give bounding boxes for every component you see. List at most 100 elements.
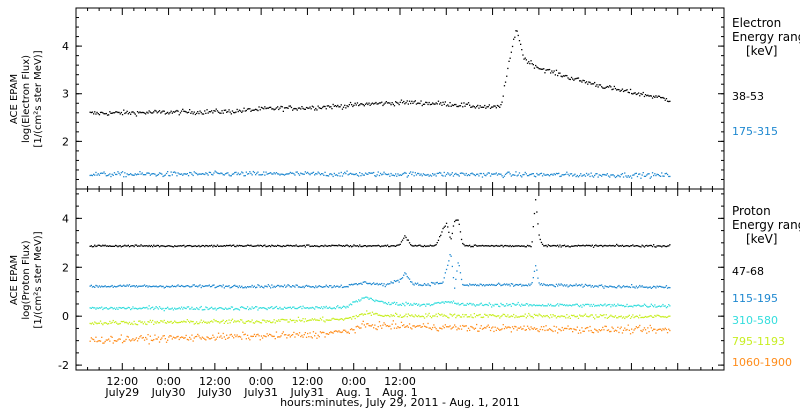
data-point: [260, 285, 263, 287]
data-point: [95, 113, 97, 115]
data-point: [537, 277, 539, 279]
data-point: [648, 306, 650, 308]
data-point: [271, 335, 273, 337]
data-point: [516, 175, 518, 177]
data-point: [252, 335, 254, 337]
data-point: [407, 302, 409, 304]
data-point: [95, 171, 97, 174]
data-point: [239, 336, 242, 338]
data-point: [301, 245, 303, 247]
data-point: [655, 332, 657, 334]
data-point: [458, 223, 460, 225]
data-point: [369, 172, 371, 174]
data-point: [421, 326, 423, 328]
data-point: [447, 264, 449, 266]
data-point: [136, 245, 139, 247]
x-tick-time: 12:00: [292, 375, 324, 388]
data-point: [436, 329, 438, 332]
data-point: [271, 173, 273, 175]
data-point: [230, 286, 232, 289]
data-point: [160, 172, 162, 175]
data-point: [121, 171, 124, 173]
data-point: [156, 307, 158, 309]
data-point: [351, 304, 353, 306]
data-point: [289, 105, 291, 107]
data-point: [406, 100, 408, 102]
data-point: [106, 339, 109, 341]
data-point: [118, 285, 120, 287]
data-point: [411, 244, 413, 247]
data-point: [495, 172, 497, 174]
data-point: [626, 176, 628, 178]
data-point: [248, 108, 250, 110]
data-point: [565, 285, 567, 287]
data-point: [140, 308, 142, 310]
data-point: [91, 322, 94, 324]
data-point: [248, 320, 250, 322]
data-point: [268, 106, 271, 109]
data-point: [573, 284, 575, 286]
data-point: [658, 95, 661, 97]
data-point: [400, 241, 403, 243]
data-point: [320, 319, 323, 321]
data-point: [326, 319, 328, 321]
data-point: [273, 319, 275, 321]
data-point: [493, 245, 495, 248]
data-point: [241, 306, 243, 308]
data-point: [635, 172, 637, 174]
data-point: [295, 333, 297, 335]
data-point: [111, 307, 113, 309]
data-point: [420, 100, 422, 102]
data-point: [420, 284, 422, 286]
data-point: [108, 323, 110, 325]
data-point: [128, 111, 131, 114]
data-point: [616, 175, 618, 178]
data-point: [229, 287, 231, 289]
data-point: [177, 245, 179, 247]
data-point: [658, 245, 661, 247]
data-point: [603, 173, 605, 176]
data-point: [160, 245, 162, 247]
data-point: [592, 176, 595, 178]
data-point: [528, 283, 530, 285]
data-point: [417, 172, 419, 175]
data-point: [378, 300, 381, 303]
data-point: [341, 245, 344, 247]
data-point: [116, 322, 118, 324]
data-point: [302, 245, 304, 247]
data-point: [309, 245, 311, 248]
data-point: [514, 325, 516, 328]
data-point: [648, 173, 650, 175]
data-point: [540, 326, 543, 328]
data-point: [149, 335, 151, 337]
data-point: [437, 239, 440, 241]
data-point: [116, 340, 118, 342]
data-point: [444, 324, 446, 326]
data-point: [336, 244, 338, 247]
data-point: [143, 284, 146, 286]
data-point: [462, 313, 464, 316]
data-point: [205, 244, 207, 247]
data-point: [520, 175, 522, 177]
data-point: [252, 286, 254, 288]
data-point: [425, 326, 427, 328]
data-point: [566, 75, 568, 77]
legend-proton-1060-1900: 1060-1900: [732, 356, 792, 369]
data-point: [507, 326, 509, 328]
data-point: [253, 245, 256, 247]
data-point: [664, 305, 666, 307]
data-point: [500, 315, 502, 318]
data-point: [541, 68, 544, 70]
data-point: [308, 319, 310, 322]
data-point: [557, 285, 559, 287]
data-point: [199, 110, 201, 112]
data-point: [629, 317, 632, 319]
data-point: [396, 327, 398, 329]
data-point: [315, 319, 317, 321]
data-point: [503, 175, 506, 177]
data-point: [635, 245, 637, 247]
data-point: [489, 245, 492, 247]
data-point: [352, 284, 354, 286]
data-point: [440, 172, 442, 174]
data-point: [233, 321, 235, 323]
